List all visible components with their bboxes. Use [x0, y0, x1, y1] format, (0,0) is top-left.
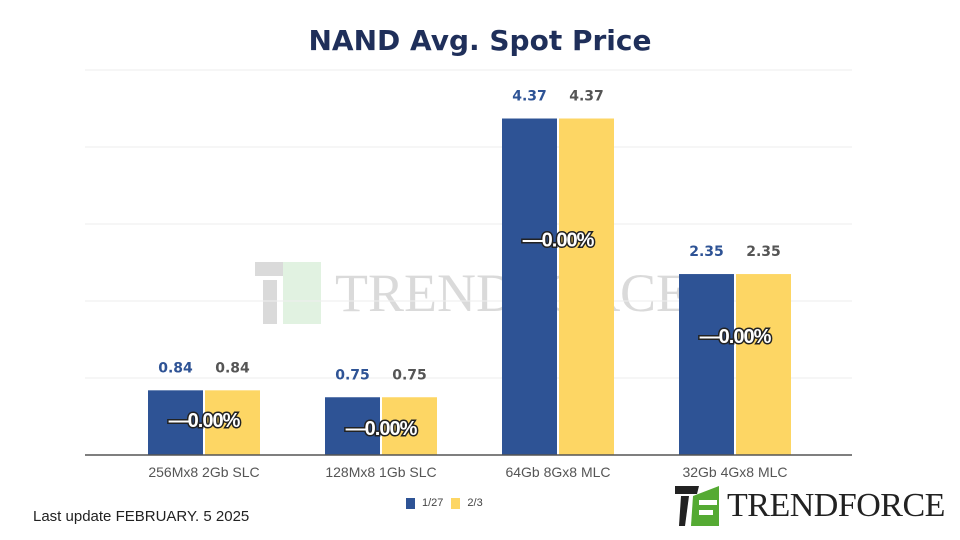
x-tick-label: 64Gb 8Gx8 MLC — [505, 464, 610, 480]
bar — [382, 397, 437, 455]
bar — [559, 118, 614, 455]
bar — [736, 274, 791, 455]
legend-item-2: 2/3 — [451, 497, 483, 509]
change-label: —0.00% — [700, 326, 772, 348]
bar — [148, 390, 203, 455]
data-label: 0.84 — [158, 360, 193, 376]
data-label: 2.35 — [746, 244, 781, 260]
x-tick-label: 256Mx8 2Gb SLC — [148, 464, 259, 480]
bar — [502, 118, 557, 455]
data-label: 2.35 — [689, 244, 724, 260]
x-tick-label: 32Gb 4Gx8 MLC — [682, 464, 787, 480]
data-label: 4.37 — [512, 89, 547, 105]
trendforce-logo: TRENDFORCE — [675, 486, 945, 526]
change-label: —0.00% — [169, 410, 241, 432]
legend: 1/27 2/3 — [406, 497, 483, 509]
chart-title: NAND Avg. Spot Price — [308, 24, 652, 57]
bar — [679, 274, 734, 455]
logo-icon — [675, 486, 719, 526]
change-label: —0.00% — [346, 418, 418, 440]
legend-item-1: 1/27 — [406, 497, 443, 509]
data-label: 0.84 — [215, 360, 250, 376]
x-tick-label: 128Mx8 1Gb SLC — [325, 464, 436, 480]
change-label: —0.00% — [523, 229, 595, 251]
last-update: Last update FEBRUARY. 5 2025 — [33, 508, 250, 525]
bar — [325, 397, 380, 455]
data-label: 4.37 — [569, 89, 604, 105]
data-label: 0.75 — [335, 367, 370, 383]
data-label: 0.75 — [392, 367, 427, 383]
logo-text: TRENDFORCE — [727, 487, 945, 524]
bar — [205, 390, 260, 455]
